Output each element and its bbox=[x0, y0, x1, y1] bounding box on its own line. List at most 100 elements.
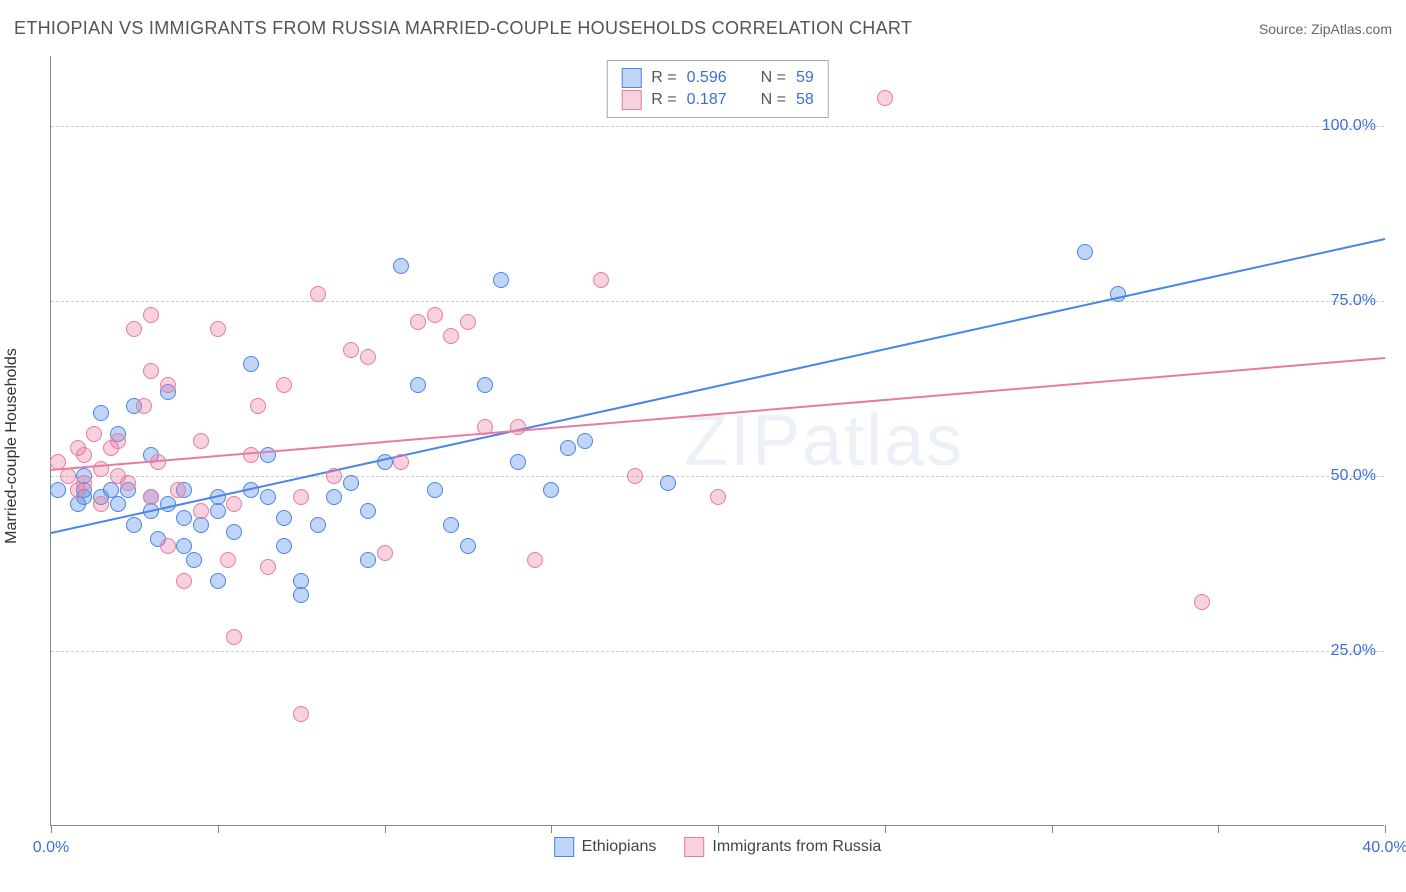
scatter-point bbox=[393, 454, 409, 470]
scatter-point bbox=[243, 447, 259, 463]
scatter-point bbox=[176, 573, 192, 589]
scatter-point bbox=[477, 377, 493, 393]
scatter-point bbox=[143, 489, 159, 505]
scatter-point bbox=[76, 447, 92, 463]
legend-swatch-series2 bbox=[684, 837, 704, 857]
x-tick bbox=[218, 825, 219, 833]
scatter-point bbox=[877, 90, 893, 106]
x-tick bbox=[385, 825, 386, 833]
x-tick bbox=[51, 825, 52, 833]
scatter-point bbox=[460, 538, 476, 554]
scatter-point bbox=[143, 363, 159, 379]
scatter-point bbox=[186, 552, 202, 568]
scatter-point bbox=[393, 258, 409, 274]
scatter-point bbox=[93, 405, 109, 421]
scatter-point bbox=[360, 552, 376, 568]
source-label: Source: ZipAtlas.com bbox=[1259, 21, 1392, 37]
scatter-point bbox=[50, 482, 66, 498]
scatter-point bbox=[443, 517, 459, 533]
scatter-point bbox=[220, 552, 236, 568]
stats-box: R = 0.596 N = 59 R = 0.187 N = 58 bbox=[606, 60, 829, 118]
scatter-point bbox=[226, 496, 242, 512]
scatter-point bbox=[1194, 594, 1210, 610]
scatter-point bbox=[136, 398, 152, 414]
scatter-point bbox=[160, 538, 176, 554]
scatter-point bbox=[427, 307, 443, 323]
legend-swatch-series1 bbox=[554, 837, 574, 857]
y-tick-label: 75.0% bbox=[1331, 292, 1376, 310]
scatter-point bbox=[443, 328, 459, 344]
x-tick-label: 0.0% bbox=[33, 839, 69, 857]
x-tick bbox=[1052, 825, 1053, 833]
scatter-point bbox=[560, 440, 576, 456]
r-label: R = bbox=[651, 69, 676, 87]
scatter-point bbox=[293, 489, 309, 505]
scatter-point bbox=[243, 356, 259, 372]
gridline bbox=[51, 476, 1384, 477]
scatter-point bbox=[293, 706, 309, 722]
gridline bbox=[51, 126, 1384, 127]
scatter-point bbox=[176, 510, 192, 526]
scatter-point bbox=[343, 475, 359, 491]
scatter-point bbox=[427, 482, 443, 498]
scatter-point bbox=[226, 524, 242, 540]
scatter-point bbox=[493, 272, 509, 288]
y-tick-label: 50.0% bbox=[1331, 467, 1376, 485]
scatter-point bbox=[226, 629, 242, 645]
scatter-point bbox=[577, 433, 593, 449]
n-label: N = bbox=[761, 91, 786, 109]
scatter-point bbox=[343, 342, 359, 358]
scatter-point bbox=[210, 321, 226, 337]
y-tick-label: 100.0% bbox=[1322, 117, 1376, 135]
scatter-point bbox=[93, 496, 109, 512]
scatter-point bbox=[143, 307, 159, 323]
y-axis-title: Married-couple Households bbox=[3, 348, 21, 544]
scatter-point bbox=[360, 503, 376, 519]
legend-label-series1: Ethiopians bbox=[582, 838, 657, 856]
n-value-series2: 58 bbox=[796, 91, 814, 109]
r-value-series2: 0.187 bbox=[687, 91, 727, 109]
scatter-point bbox=[510, 454, 526, 470]
gridline bbox=[51, 651, 1384, 652]
scatter-point bbox=[326, 468, 342, 484]
swatch-series2 bbox=[621, 90, 641, 110]
gridline bbox=[51, 301, 1384, 302]
chart-title: ETHIOPIAN VS IMMIGRANTS FROM RUSSIA MARR… bbox=[14, 18, 912, 39]
x-tick-label: 40.0% bbox=[1362, 839, 1406, 857]
scatter-point bbox=[110, 433, 126, 449]
scatter-point bbox=[293, 573, 309, 589]
scatter-point bbox=[210, 503, 226, 519]
scatter-point bbox=[710, 489, 726, 505]
n-label: N = bbox=[761, 69, 786, 87]
scatter-point bbox=[310, 286, 326, 302]
scatter-point bbox=[176, 538, 192, 554]
scatter-point bbox=[170, 482, 186, 498]
x-tick bbox=[1385, 825, 1386, 833]
scatter-point bbox=[210, 573, 226, 589]
scatter-point bbox=[193, 503, 209, 519]
scatter-point bbox=[276, 538, 292, 554]
bottom-legend: Ethiopians Immigrants from Russia bbox=[554, 837, 882, 857]
legend-item-series1: Ethiopians bbox=[554, 837, 657, 857]
scatter-point bbox=[260, 489, 276, 505]
scatter-point bbox=[110, 496, 126, 512]
stats-row-series2: R = 0.187 N = 58 bbox=[621, 89, 814, 111]
x-tick bbox=[1218, 825, 1219, 833]
scatter-point bbox=[593, 272, 609, 288]
plot-area: ZIPatlas R = 0.596 N = 59 R = 0.187 N = … bbox=[50, 56, 1384, 826]
legend-label-series2: Immigrants from Russia bbox=[712, 838, 881, 856]
scatter-point bbox=[460, 314, 476, 330]
title-bar: ETHIOPIAN VS IMMIGRANTS FROM RUSSIA MARR… bbox=[14, 18, 1392, 39]
scatter-point bbox=[276, 377, 292, 393]
scatter-point bbox=[126, 517, 142, 533]
scatter-point bbox=[360, 349, 376, 365]
scatter-point bbox=[1077, 244, 1093, 260]
scatter-point bbox=[126, 321, 142, 337]
scatter-point bbox=[527, 552, 543, 568]
n-value-series1: 59 bbox=[796, 69, 814, 87]
scatter-point bbox=[543, 482, 559, 498]
legend-item-series2: Immigrants from Russia bbox=[684, 837, 881, 857]
scatter-point bbox=[627, 468, 643, 484]
scatter-point bbox=[660, 475, 676, 491]
scatter-point bbox=[86, 426, 102, 442]
